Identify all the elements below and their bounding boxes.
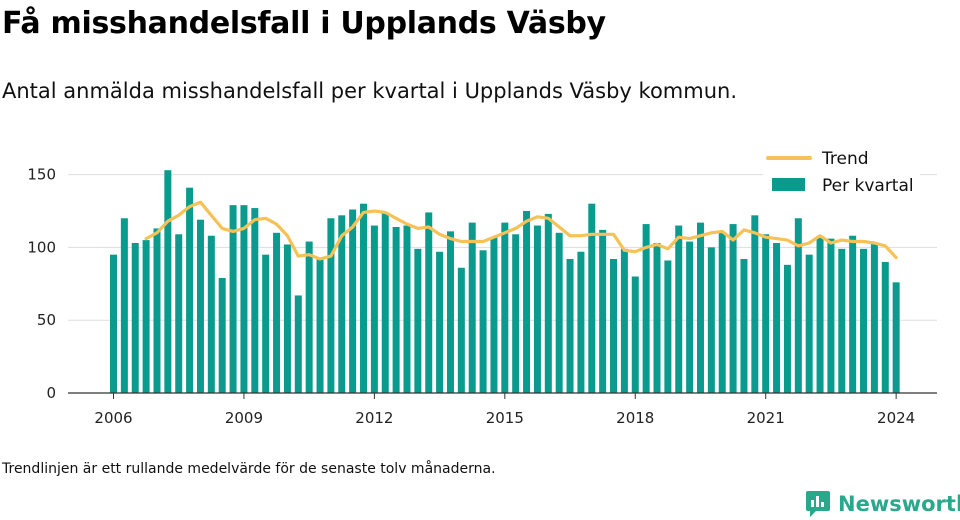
legend-label-trend: Trend [821, 149, 869, 169]
bar [762, 234, 770, 393]
bar [566, 259, 574, 393]
x-tick-label: 2021 [747, 409, 785, 427]
bar [849, 235, 857, 393]
legend-swatch-per-kvartal [772, 178, 805, 191]
bar [751, 215, 759, 393]
bar [870, 243, 878, 393]
bar [794, 218, 802, 393]
y-tick-label: 0 [46, 384, 56, 402]
bar [425, 212, 433, 393]
bar-chart-logo-icon [806, 491, 830, 517]
bar-series-per-kvartal [110, 170, 900, 393]
y-tick-label: 150 [27, 166, 56, 184]
bar [468, 222, 476, 393]
bar [881, 261, 889, 393]
bar [153, 228, 161, 393]
bar [283, 244, 291, 393]
brand-name: Newsworthy [838, 492, 960, 516]
chart-title: Få misshandelsfall i Upplands Väsby [2, 6, 606, 41]
trend-line [144, 200, 898, 261]
bar [316, 259, 324, 393]
bar [783, 264, 791, 393]
footnote: Trendlinjen är ett rullande medelvärde f… [2, 461, 496, 477]
bar [414, 248, 422, 393]
bar [262, 254, 270, 393]
legend-label-per-kvartal: Per kvartal [822, 176, 914, 196]
bar [816, 237, 824, 393]
bar [501, 222, 509, 393]
x-tick-label: 2018 [616, 409, 654, 427]
bar [436, 251, 444, 393]
y-tick-label: 50 [37, 311, 56, 329]
bar [827, 238, 835, 393]
bar [718, 232, 726, 393]
bar [707, 247, 715, 393]
bar [207, 235, 215, 393]
bar [370, 225, 378, 393]
bar [479, 250, 487, 393]
bar [131, 243, 139, 393]
bar [620, 248, 628, 393]
bar [805, 254, 813, 393]
bar [675, 225, 683, 393]
bar [327, 218, 335, 393]
bar [653, 243, 661, 393]
bar [175, 234, 183, 393]
bar [664, 260, 672, 393]
bar [381, 212, 389, 393]
x-tick-label: 2015 [486, 409, 524, 427]
bar [218, 277, 226, 393]
bar [186, 187, 194, 393]
x-tick-label: 2024 [877, 409, 915, 427]
x-tick-label: 2009 [225, 409, 263, 427]
bar [273, 232, 281, 393]
bar [838, 248, 846, 393]
bar [523, 210, 531, 393]
bar [196, 219, 204, 393]
bar [338, 215, 346, 393]
bar [229, 205, 237, 393]
x-tick-label: 2012 [355, 409, 393, 427]
bar [610, 259, 618, 393]
bar [860, 248, 868, 393]
bar [588, 203, 596, 393]
bar [392, 226, 400, 393]
bar [305, 241, 313, 393]
bar [457, 267, 465, 393]
bar [729, 224, 737, 393]
bar [555, 232, 563, 393]
y-tick-label: 100 [27, 238, 56, 256]
bar [642, 224, 650, 393]
bar [512, 234, 520, 393]
brand-logo: Newsworthy [805, 490, 960, 518]
bar [446, 231, 454, 393]
line-series-trend [144, 200, 898, 261]
x-tick-label: 2006 [94, 409, 132, 427]
bar [577, 251, 585, 393]
bar [599, 229, 607, 393]
bar [490, 237, 498, 393]
bar [892, 282, 900, 393]
bar [533, 225, 541, 393]
bar [164, 170, 172, 393]
bar [631, 276, 639, 393]
chart-subtitle: Antal anmälda misshandelsfall per kvarta… [2, 79, 737, 103]
axes: 0 50 100 150 2006 2009 2012 2015 2018 2021 2024 [27, 166, 937, 427]
bar [686, 241, 694, 393]
bar [240, 205, 248, 393]
bar [696, 222, 704, 393]
legend: Trend Per kvartal [763, 148, 920, 206]
bar [360, 203, 368, 393]
bar [142, 240, 150, 393]
bar [740, 259, 748, 393]
bar [773, 243, 781, 393]
bar [294, 295, 302, 393]
bar [544, 213, 552, 393]
bar [403, 225, 411, 393]
bar [349, 209, 357, 393]
bar [251, 208, 259, 393]
bar [110, 254, 117, 393]
bar [120, 218, 128, 393]
